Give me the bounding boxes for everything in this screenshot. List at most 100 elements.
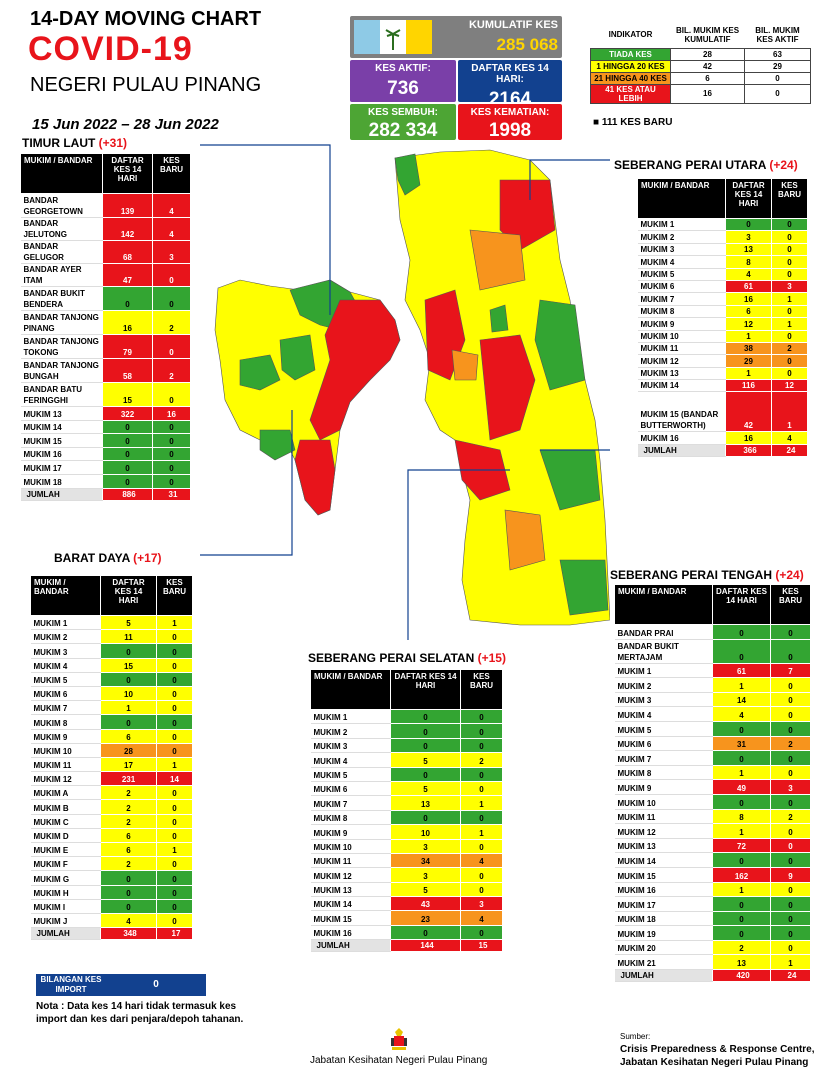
- mukim-name: MUKIM 16: [20, 447, 103, 462]
- mukim-name: MUKIM 20: [614, 940, 713, 956]
- mukim-name: MUKIM 10: [30, 743, 101, 758]
- daftar-value: 162: [712, 866, 771, 883]
- daftar-value: 0: [712, 638, 771, 664]
- indicator-row: 41 KES ATAU LEBIH 16 0: [590, 83, 811, 104]
- baru-value: 0: [156, 813, 193, 829]
- mukim-name: MUKIM I: [30, 899, 101, 914]
- table-row: BANDAR BUKIT BENDERA 0 0: [20, 286, 191, 311]
- daftar-value: 3: [390, 838, 461, 854]
- baru-value: 12: [771, 379, 808, 393]
- mukim-name: MUKIM C: [30, 814, 101, 829]
- total-row: JUMLAH 348 17: [30, 927, 193, 941]
- daftar-value: 1: [725, 366, 772, 381]
- daftar-value: 12: [725, 317, 772, 331]
- mukim-name: MUKIM 7: [30, 700, 101, 716]
- region-count: (+15): [477, 651, 506, 665]
- indicator-kumulatif: 6: [670, 71, 745, 85]
- baru-value: 0: [770, 750, 811, 766]
- mukim-name: MUKIM 11: [30, 757, 101, 773]
- baru-value: 0: [156, 714, 193, 730]
- connector-lines: [200, 144, 610, 640]
- table-row: MUKIM 7 13 1: [310, 795, 503, 811]
- mukim-name: MUKIM 16: [637, 431, 726, 445]
- baru-value: 0: [152, 460, 191, 475]
- mukim-name: MUKIM 11: [637, 342, 726, 356]
- region-table-spt: MUKIM / BANDAR DAFTAR KES 14 HARI KES BARU…: [614, 584, 811, 983]
- total-row: JUMLAH 420 24: [614, 969, 811, 983]
- column-header: MUKIM / BANDAR: [637, 178, 726, 219]
- baru-value: 0: [770, 852, 811, 868]
- table-row: MUKIM 10 0 0: [614, 793, 811, 810]
- daftar-value: 0: [712, 925, 771, 941]
- daftar-box: DAFTAR KES 14 HARI: 2164: [458, 60, 562, 102]
- daftar-value: 1: [725, 329, 772, 343]
- mukim-name: MUKIM G: [30, 870, 101, 886]
- mukim-name: MUKIM 1: [637, 218, 726, 232]
- mukim-name: MUKIM 14: [614, 852, 713, 868]
- daftar-value: 6: [725, 304, 772, 319]
- baru-value: 0: [460, 881, 503, 898]
- table-row: MUKIM 9 49 3: [614, 779, 811, 795]
- table-row: BANDAR GEORGETOWN 139 4: [20, 193, 191, 218]
- table-row: MUKIM 13 322 16: [20, 406, 191, 421]
- column-header: DAFTAR KES 14 HARI: [102, 153, 153, 194]
- daftar-value: 0: [390, 737, 461, 754]
- penang-map: [200, 144, 610, 640]
- source-line2: Jabatan Kesihatan Negeri Pulau Pinang: [620, 1057, 809, 1068]
- daftar-value: 58: [102, 358, 153, 383]
- jata-crest-icon: [391, 1028, 407, 1050]
- source-line1: Crisis Preparedness & Response Centre,: [620, 1044, 815, 1055]
- mukim-name: MUKIM 11: [614, 809, 713, 825]
- mukim-name: MUKIM 12: [310, 867, 391, 883]
- daftar-value: 49: [712, 779, 771, 795]
- daftar-value: 0: [100, 884, 157, 900]
- mukim-name: MUKIM 17: [20, 460, 103, 475]
- baru-value: 0: [152, 446, 191, 462]
- table-row: MUKIM 6 61 3: [637, 279, 808, 294]
- indicator-header: BIL. MUKIM KES KUMULATIF: [675, 25, 740, 44]
- column-header: KES BARU: [156, 575, 193, 616]
- baru-value: 0: [770, 793, 811, 810]
- table-row: MUKIM 15 (BANDAR BUTTERWORTH) 42 1: [637, 391, 808, 433]
- import-box: BILANGAN KES IMPORT 0: [36, 974, 206, 996]
- baru-value: 0: [770, 910, 811, 927]
- daftar-value: 13: [712, 954, 771, 971]
- mukim-name: MUKIM 12: [30, 771, 101, 787]
- table-row: MUKIM 11 34 4: [310, 852, 503, 869]
- table-row: MUKIM 1 61 7: [614, 662, 811, 679]
- daftar-value: 0: [725, 217, 772, 232]
- table-row: BANDAR PRAI 0 0: [614, 624, 811, 640]
- baru-value: 0: [156, 870, 193, 886]
- kematian-label: KES KEMATIAN:: [470, 107, 550, 118]
- daftar-value: 61: [725, 279, 772, 294]
- daftar-value: 10: [100, 685, 157, 702]
- mukim-name: MUKIM 6: [614, 736, 713, 752]
- baru-value: 0: [460, 780, 503, 797]
- indicator-label: 1 HINGGA 20 KES: [590, 59, 671, 73]
- mukim-name: BANDAR BATU FERINGGHI: [20, 382, 103, 407]
- daftar-value: 0: [102, 446, 153, 462]
- daftar-value: 0: [100, 643, 157, 659]
- region-count: (+24): [769, 158, 798, 172]
- table-row: MUKIM 14 43 3: [310, 896, 503, 912]
- baru-value: 1: [771, 391, 808, 433]
- region-name: SEBERANG PERAI UTARA: [614, 158, 767, 172]
- indicator-aktif: 29: [744, 59, 811, 73]
- daftar-value: 0: [390, 924, 461, 941]
- daftar-value: 6: [100, 827, 157, 844]
- daftar-value: 0: [390, 723, 461, 739]
- daftar-value: 0: [102, 419, 153, 435]
- baru-value: 0: [771, 242, 808, 257]
- table-row: BANDAR BATU FERINGGHI 15 0: [20, 382, 191, 407]
- mukim-name: MUKIM 6: [310, 781, 391, 797]
- region-name: TIMUR LAUT: [22, 136, 96, 150]
- baru-value: 1: [156, 756, 193, 773]
- daftar-value: 2: [100, 799, 157, 815]
